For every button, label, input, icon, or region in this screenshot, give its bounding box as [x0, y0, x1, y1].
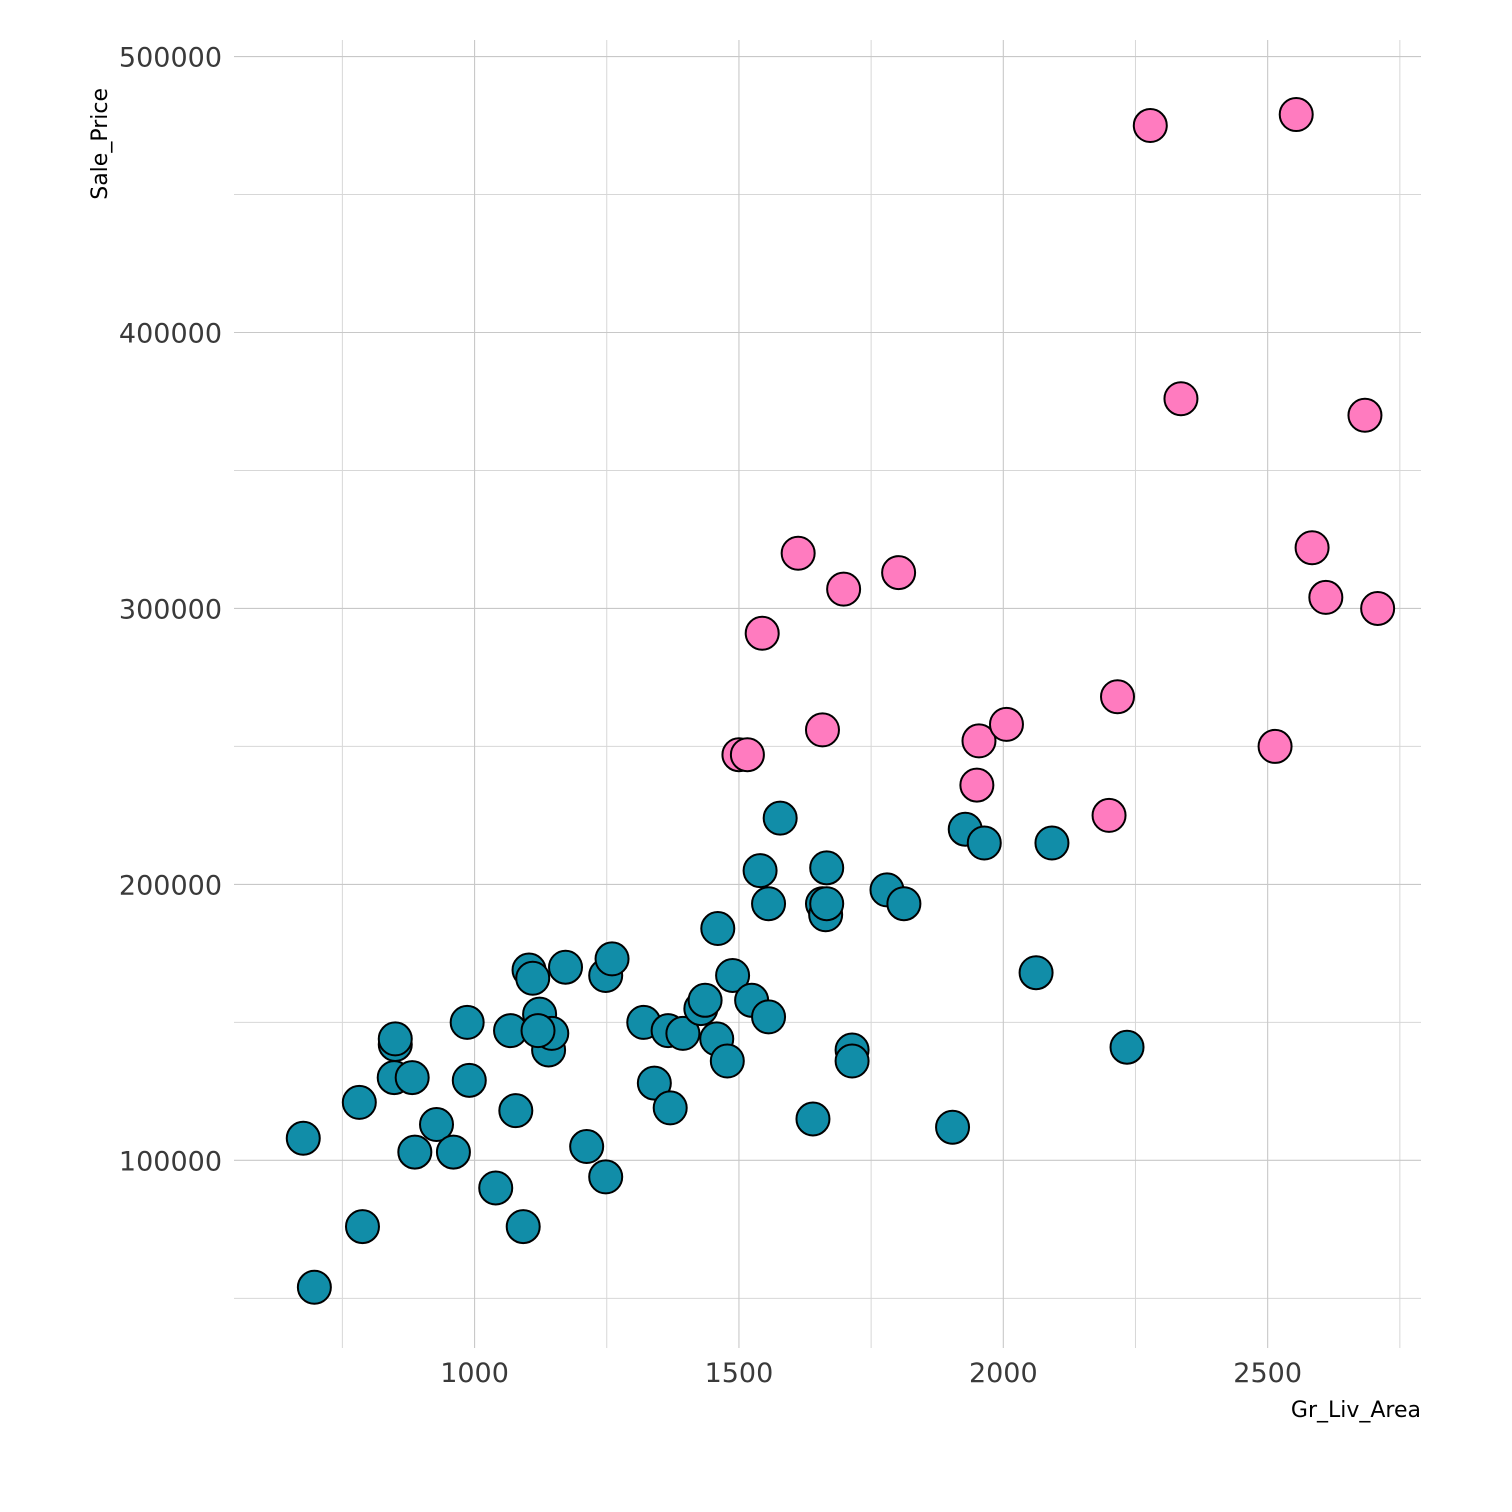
scatter-point — [961, 723, 997, 759]
scatter-point — [1034, 825, 1070, 861]
scatter-point — [665, 1015, 701, 1051]
scatter-point — [762, 800, 798, 836]
x-tick-labels: 1000 1500 2000 2500 — [440, 1358, 1302, 1389]
minor-gridlines — [234, 40, 1421, 1348]
scatter-point — [729, 737, 765, 773]
scatter-point — [700, 911, 736, 947]
scatter-point — [935, 1109, 971, 1145]
scatter-point — [1278, 97, 1314, 133]
scatter-point — [588, 1159, 624, 1195]
scatter-point — [1100, 679, 1136, 715]
scatter-point — [569, 1129, 605, 1165]
scatter-point — [1132, 108, 1168, 144]
scatter-point — [1257, 728, 1293, 764]
scatter-point — [435, 1134, 471, 1170]
scatter-point — [1109, 1029, 1145, 1065]
scatter-point — [809, 850, 845, 886]
y-tick-label: 100000 — [119, 1146, 222, 1177]
scatter-point — [505, 1209, 541, 1245]
scatter-point — [1163, 381, 1199, 417]
scatter-point — [419, 1106, 455, 1142]
scatter-point — [377, 1021, 413, 1057]
scatter-point — [881, 555, 917, 591]
scatter-point — [652, 1090, 688, 1126]
scatter-point — [966, 825, 1002, 861]
scatter-point — [1347, 397, 1383, 433]
scatter-point — [394, 1060, 430, 1096]
scatter-point — [959, 767, 995, 803]
scatter-point — [1091, 797, 1127, 833]
scatter-point — [751, 999, 787, 1035]
y-tick-labels: 100000 200000 300000 400000 500000 — [119, 43, 222, 1178]
scatter-point — [742, 853, 778, 889]
y-tick-label: 200000 — [119, 870, 222, 901]
scatter-point — [826, 571, 862, 607]
scatter-point — [804, 712, 840, 748]
scatter-point — [478, 1170, 514, 1206]
scatter-point — [715, 957, 751, 993]
scatter-point — [520, 1013, 556, 1049]
scatter-point — [709, 1043, 745, 1079]
scatter-point — [498, 1093, 534, 1129]
scatter-point — [809, 886, 845, 922]
x-tick-label: 1500 — [705, 1358, 774, 1389]
y-axis-title: Sale_Price — [88, 88, 113, 200]
data-points — [285, 97, 1396, 1305]
major-gridlines — [234, 40, 1421, 1348]
scatter-point — [515, 960, 551, 996]
x-tick-label: 2500 — [1233, 1358, 1302, 1389]
scatter-point — [751, 886, 787, 922]
scatter-point — [296, 1269, 332, 1305]
scatter-point — [1018, 955, 1054, 991]
x-tick-label: 2000 — [969, 1358, 1038, 1389]
scatter-point — [1294, 530, 1330, 566]
x-tick-label: 1000 — [440, 1358, 509, 1389]
scatter-point — [285, 1120, 321, 1156]
scatter-point — [594, 941, 630, 977]
scatter-point — [449, 1004, 485, 1040]
scatter-point — [886, 886, 922, 922]
y-tick-label: 500000 — [119, 43, 222, 74]
scatter-point — [988, 706, 1024, 742]
scatter-point — [687, 982, 723, 1018]
scatter-point — [744, 615, 780, 651]
x-axis-title: Gr_Liv_Area — [1291, 1398, 1421, 1423]
scatter-point — [341, 1084, 377, 1120]
y-tick-label: 300000 — [119, 594, 222, 625]
scatter-point — [795, 1101, 831, 1137]
scatter-point — [834, 1043, 870, 1079]
scatter-point — [344, 1209, 380, 1245]
scatter-point — [548, 949, 584, 985]
scatter-point — [1308, 579, 1344, 615]
scatter-point — [451, 1062, 487, 1098]
scatter-point — [1360, 590, 1396, 626]
y-tick-label: 400000 — [119, 319, 222, 350]
scatter-point — [780, 535, 816, 571]
scatter-point — [397, 1134, 433, 1170]
scatter-point — [636, 1065, 672, 1101]
